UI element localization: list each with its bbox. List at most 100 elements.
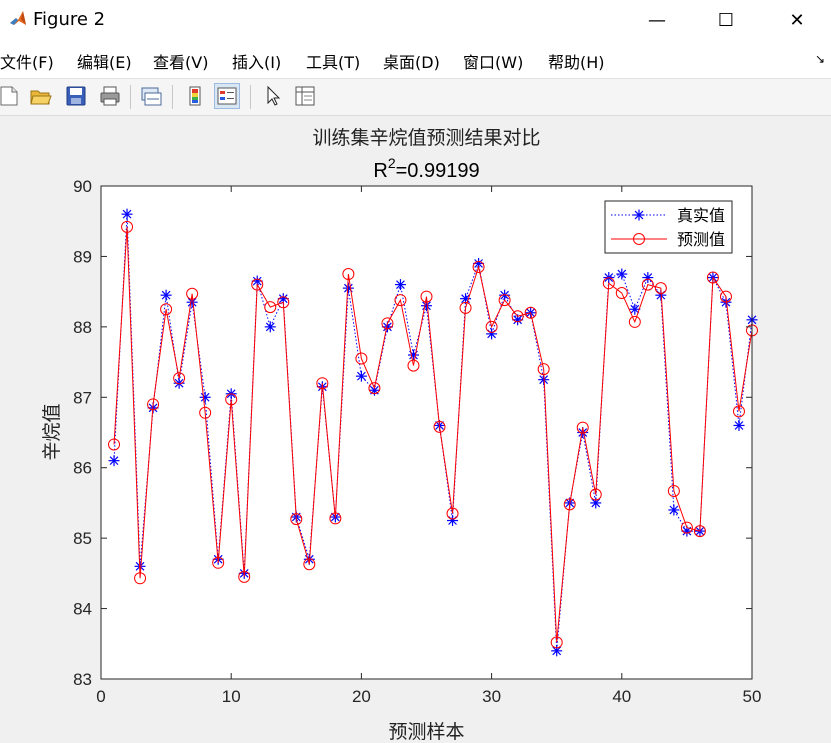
menu-help[interactable]: 帮助(H) <box>548 53 605 72</box>
data-point-pred[interactable] <box>342 268 355 281</box>
data-point-true <box>160 289 172 301</box>
data-point-true <box>173 377 185 389</box>
data-point-pred[interactable] <box>199 406 212 419</box>
data-point-pred[interactable] <box>433 420 446 433</box>
data-point-pred[interactable] <box>212 556 225 569</box>
menu-edit[interactable]: 编辑(E) <box>77 53 132 72</box>
data-point-true <box>551 645 563 657</box>
data-point-pred[interactable] <box>264 301 277 314</box>
data-point-pred[interactable] <box>407 359 420 372</box>
data-point-pred[interactable] <box>706 271 719 284</box>
axes-background[interactable] <box>101 186 752 679</box>
data-point-pred[interactable] <box>394 294 407 307</box>
print-button[interactable] <box>97 83 123 109</box>
menu-desktop[interactable]: 桌面(D) <box>383 53 440 72</box>
chart-title: 训练集辛烷值预测结果对比 <box>312 127 540 149</box>
data-point-pred[interactable] <box>147 398 160 411</box>
data-point-pred[interactable] <box>667 484 680 497</box>
data-point-pred[interactable] <box>316 377 329 390</box>
data-point-pred[interactable] <box>368 382 381 395</box>
x-axis-ticks: 0 10 20 30 40 50 <box>96 186 761 706</box>
data-point-pred[interactable] <box>511 310 524 323</box>
menu-overflow-icon[interactable]: ↘ <box>814 52 825 66</box>
data-point-pred[interactable] <box>459 301 472 314</box>
data-point-pred[interactable] <box>537 363 550 376</box>
menu-view[interactable]: 查看(V) <box>153 53 209 72</box>
data-point-pred[interactable] <box>225 393 238 406</box>
data-point-pred[interactable] <box>628 315 641 328</box>
data-point-pred[interactable] <box>160 303 173 316</box>
y-tick-label: 88 <box>73 318 92 337</box>
minimize-icon: — <box>648 9 666 31</box>
legend-pred-marker <box>633 233 645 245</box>
data-point-pred[interactable] <box>576 421 589 434</box>
plot-svg: 训练集辛烷值预测结果对比 R2=0.99199 0 10 20 30 40 50 83 84… <box>41 127 761 743</box>
minimize-button[interactable]: — <box>634 0 680 40</box>
data-point-pred[interactable] <box>108 438 121 451</box>
data-point-pred[interactable] <box>290 513 303 526</box>
data-point-pred[interactable] <box>615 287 628 300</box>
data-point-true <box>407 349 419 361</box>
toolbar-separator <box>172 85 173 109</box>
data-point-pred[interactable] <box>472 260 485 273</box>
menu-window[interactable]: 窗口(W) <box>463 53 524 72</box>
colorbar-button[interactable] <box>182 83 208 109</box>
data-point-pred[interactable] <box>602 277 615 290</box>
data-point-pred[interactable] <box>680 521 693 534</box>
property-inspector-button[interactable] <box>292 83 318 109</box>
close-button[interactable]: ✕ <box>774 0 820 40</box>
series-line-pred[interactable] <box>113 226 753 643</box>
data-point-pred[interactable] <box>173 372 186 385</box>
data-point-true <box>342 282 354 294</box>
new-figure-icon <box>0 86 18 106</box>
data-point-pred[interactable] <box>485 320 498 333</box>
link-plot-button[interactable] <box>138 83 164 109</box>
y-tick-label: 84 <box>73 600 92 619</box>
subtitle-base: R <box>373 160 387 182</box>
x-tick-label: 20 <box>352 687 371 706</box>
data-point-pred[interactable] <box>641 278 654 291</box>
window-title: Figure 2 <box>33 9 106 30</box>
legend-true-asterisk <box>633 209 645 221</box>
data-point-true <box>186 296 198 308</box>
data-point-pred[interactable] <box>121 220 134 233</box>
subtitle-superscript: 2 <box>388 155 396 171</box>
new-figure-button[interactable] <box>0 83 22 109</box>
data-point-pred[interactable] <box>381 317 394 330</box>
series-line-true[interactable] <box>113 214 753 651</box>
data-point-pred[interactable] <box>277 296 290 309</box>
data-point-pred[interactable] <box>498 294 511 307</box>
data-point-pred[interactable] <box>303 558 316 571</box>
data-point-pred[interactable] <box>251 278 264 291</box>
data-point-pred[interactable] <box>134 572 147 585</box>
data-point-pred[interactable] <box>446 507 459 520</box>
pointer-button[interactable] <box>259 83 285 109</box>
data-point-pred[interactable] <box>186 287 199 300</box>
subtitle-value: =0.99199 <box>396 160 480 182</box>
data-point-pred[interactable] <box>238 570 251 583</box>
save-icon <box>66 86 86 106</box>
open-file-icon <box>30 90 52 105</box>
data-point-pred[interactable] <box>693 525 706 538</box>
data-point-pred[interactable] <box>550 636 563 649</box>
data-point-pred[interactable] <box>719 290 732 303</box>
data-point-pred[interactable] <box>355 352 368 365</box>
menu-file[interactable]: 文件(F) <box>0 53 54 72</box>
menu-tools[interactable]: 工具(T) <box>306 53 361 72</box>
data-point-pred[interactable] <box>732 405 745 418</box>
save-button[interactable] <box>63 83 89 109</box>
data-point-pred[interactable] <box>420 290 433 303</box>
data-point-pred[interactable] <box>524 306 537 319</box>
menu-insert[interactable]: 插入(I) <box>232 53 282 72</box>
y-tick-label: 83 <box>73 670 92 689</box>
data-point-pred[interactable] <box>329 512 342 525</box>
data-point-pred[interactable] <box>563 498 576 511</box>
data-point-pred[interactable] <box>589 488 602 501</box>
data-point-true <box>733 419 745 431</box>
data-point-pred[interactable] <box>654 282 667 295</box>
legend-button[interactable] <box>214 83 240 109</box>
legend[interactable]: 真实值 预测值 <box>604 200 733 254</box>
open-file-button[interactable] <box>28 83 54 109</box>
maximize-button[interactable]: ☐ <box>703 0 749 40</box>
data-point-true <box>108 455 120 467</box>
